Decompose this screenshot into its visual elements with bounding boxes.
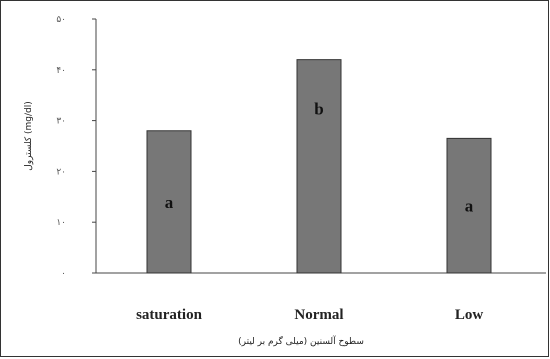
category-label-saturation: saturation: [136, 307, 202, 323]
bar-normal: [296, 59, 342, 274]
category-labels: saturation Normal Low: [136, 307, 483, 323]
category-label-normal: Normal: [294, 307, 343, 323]
y-axis-ticks: ۰ ۱۰ ۲۰ ۳۰ ۴۰ ۵۰: [56, 15, 96, 279]
y-axis-title: کلسترول (mg/dl): [24, 101, 34, 170]
y-tick-label: ۲۰: [56, 167, 66, 177]
bar-significance-label: b: [314, 100, 323, 119]
y-tick-label: ۴۰: [56, 66, 66, 76]
bar-saturation: [146, 130, 192, 274]
y-tick-label: ۰: [61, 269, 66, 279]
bar-low: [446, 137, 492, 274]
category-label-low: Low: [455, 307, 484, 323]
bar-letter-labels: a b a: [165, 100, 474, 216]
y-tick-label: ۳۰: [56, 117, 66, 127]
y-tick-label: ۱۰: [56, 218, 66, 228]
bar-significance-label: a: [165, 193, 174, 212]
bar-significance-label: a: [465, 197, 474, 216]
y-tick-label: ۵۰: [56, 15, 66, 25]
x-axis-title: سطوح آلسنین (میلی گرم بر لیتر): [238, 335, 364, 347]
bars: [146, 59, 492, 274]
